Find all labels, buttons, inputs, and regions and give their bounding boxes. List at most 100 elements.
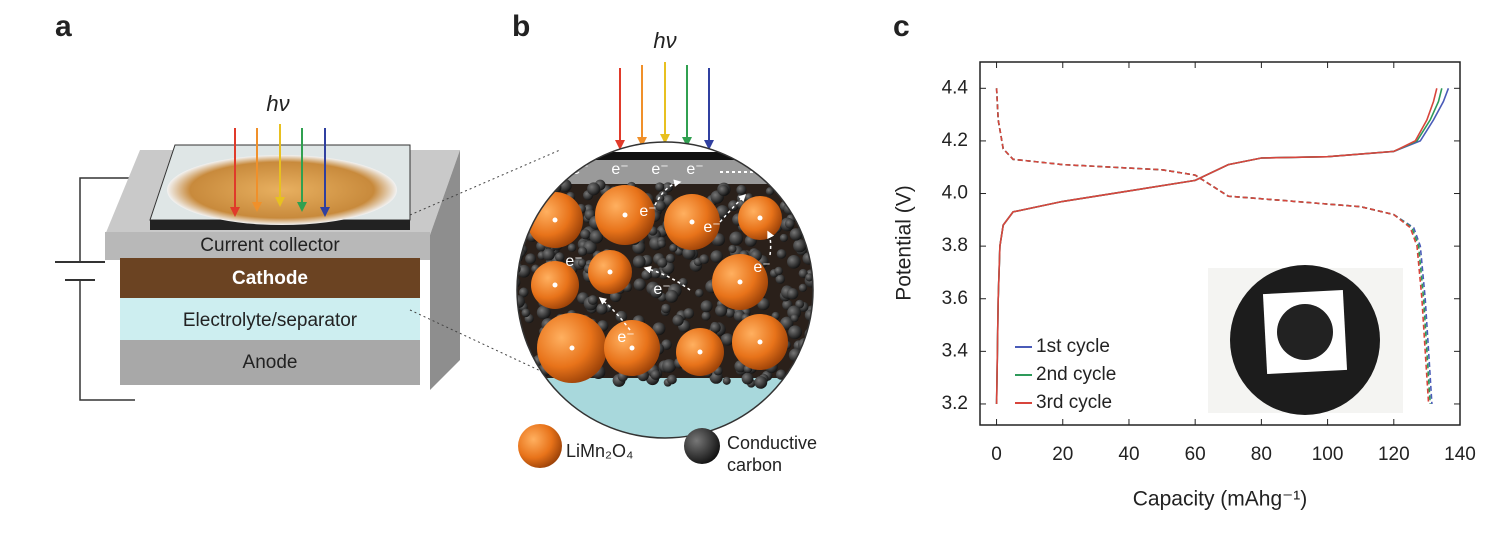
carbon-particle (633, 278, 646, 291)
carbon-particle (517, 336, 526, 348)
legend-label: Conductive (727, 433, 817, 453)
carbon-particle (518, 222, 528, 233)
carbon-particle (807, 348, 813, 361)
legend-swatch (518, 424, 562, 468)
electron-path (654, 179, 682, 206)
layer-label: Current collector (200, 235, 340, 256)
carbon-particle (632, 255, 646, 269)
carbon-particle (701, 311, 711, 321)
layer-label: Electrolyte/separator (183, 310, 358, 331)
carbon-particle (718, 184, 729, 196)
x-tick-label: 80 (1251, 444, 1272, 465)
carbon-particle (669, 243, 678, 253)
highlight (629, 345, 635, 351)
carbon-particle (517, 346, 527, 357)
carbon-particle (800, 359, 811, 369)
carbon-particle (650, 286, 663, 299)
y-tick-label: 3.8 (942, 235, 968, 256)
carbon-particle (536, 305, 551, 320)
carbon-particle (788, 325, 803, 340)
carbon-particle (587, 295, 598, 306)
carbon-particle (521, 308, 531, 318)
carbon-particle (661, 303, 671, 314)
carbon-particle (615, 310, 628, 323)
y-tick-label: 4.0 (942, 183, 968, 204)
carbon-particle (798, 363, 813, 377)
x-tick-label: 60 (1185, 444, 1206, 465)
carbon-particle (790, 314, 799, 323)
highlight (697, 349, 703, 355)
carbon-particle (699, 254, 710, 265)
carbon-particle (531, 180, 544, 192)
carbon-particle (662, 182, 673, 193)
electron-path (643, 266, 691, 291)
carbon-particle (736, 184, 747, 195)
carbon-particle (725, 308, 735, 318)
carbon-particle (665, 253, 676, 264)
carbon-particle (795, 299, 805, 309)
highlight (737, 279, 743, 285)
x-tick-label: 0 (991, 444, 1002, 465)
y-tick-label: 4.2 (942, 130, 968, 151)
panel-label: a (55, 10, 72, 43)
electron-label: e⁻ (617, 329, 634, 346)
carbon-particle (662, 359, 676, 373)
layer-label: Cathode (232, 268, 308, 289)
carbon-particle (518, 287, 529, 298)
carbon-particle (517, 277, 521, 288)
panel-label: b (512, 10, 530, 43)
carbon-particle (801, 351, 810, 360)
carbon-particle (542, 248, 555, 261)
carbon-particle (580, 229, 591, 240)
highlight (757, 339, 763, 345)
carbon-particle (800, 195, 813, 209)
x-tick-label: 120 (1378, 444, 1410, 465)
carbon-particle (779, 233, 788, 242)
carbon-particle (798, 283, 807, 292)
electron-label: e⁻ (611, 161, 628, 178)
zoom-view: e⁻ e⁻ e⁻ e⁻e⁻e⁻e⁻e⁻e⁻e⁻ (517, 142, 813, 438)
carbon-particle (517, 216, 526, 227)
carbon-particle (587, 182, 601, 196)
carbon-particle (654, 200, 666, 212)
carbon-particle (650, 369, 661, 380)
panel-a: a Current collector Cathode Electrolyte/… (55, 10, 561, 401)
carbon-particle (700, 300, 713, 313)
carbon-particle (786, 288, 799, 300)
carbon-particle (655, 193, 665, 203)
x-tick-label: 20 (1052, 444, 1073, 465)
highlight (757, 215, 763, 221)
carbon-particle (665, 289, 679, 303)
carbon-particle (765, 187, 774, 196)
carbon-particle (793, 239, 807, 253)
layer (120, 298, 420, 340)
electron-path (767, 230, 775, 256)
carbon-particle (517, 264, 531, 278)
carbon-particle (798, 268, 808, 278)
carbon-particle (799, 210, 812, 222)
carbon-particle (722, 376, 731, 385)
carbon-particle (577, 246, 588, 256)
legend-swatch (684, 428, 720, 464)
electron-label: e⁻ (565, 253, 582, 270)
carbon-particle (721, 333, 734, 346)
discharge-curve (995, 88, 1430, 405)
x-axis-label: Capacity (mAhg⁻¹) (1133, 488, 1307, 511)
carbon-particle (567, 243, 577, 252)
carbon-particle (805, 273, 813, 282)
panel-c: c Potential (V) Capacity (mAhg⁻¹) 0 20 40 6… (893, 10, 1476, 511)
legend-label: 1st cycle (1036, 336, 1110, 357)
electron-label: e⁻ (703, 219, 720, 236)
electron-label: e⁻ (753, 259, 770, 276)
zoom-line (409, 149, 561, 216)
carbon-particle (652, 322, 666, 336)
carbon-particle (775, 369, 787, 380)
highlight (552, 282, 558, 288)
x-tick-label: 40 (1118, 444, 1139, 465)
carbon-particle (596, 303, 608, 315)
carbon-particle (657, 257, 668, 268)
carbon-particle (517, 330, 523, 342)
electron-label: e⁻ (653, 281, 670, 298)
legend-label: 2nd cycle (1036, 364, 1116, 385)
